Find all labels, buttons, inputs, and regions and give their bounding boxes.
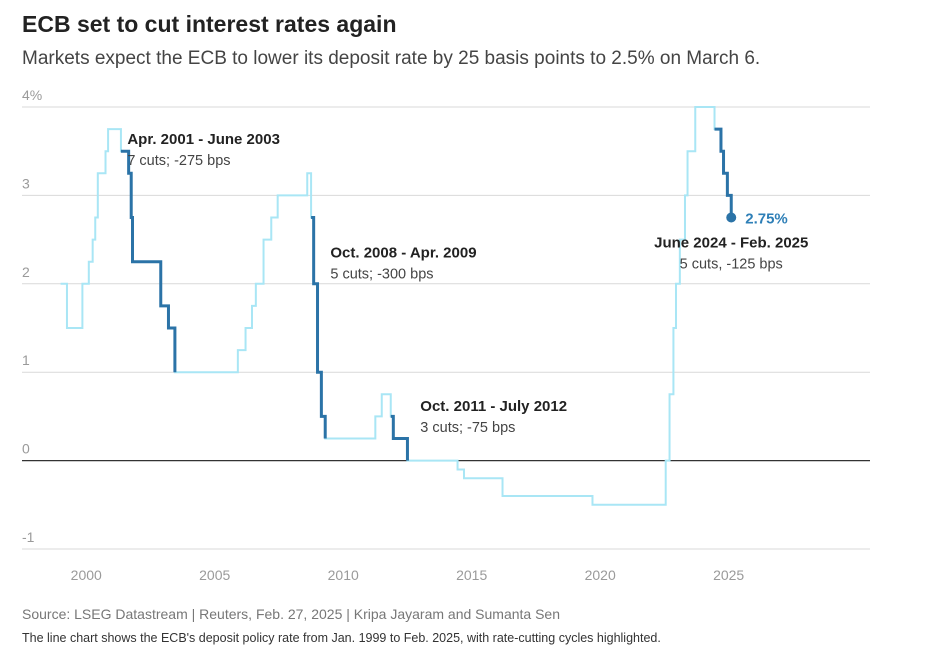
- series-lines: [60, 106, 737, 506]
- x-tick-label: 2015: [456, 567, 487, 583]
- cut-cycle-title: June 2024 - Feb. 2025: [654, 235, 808, 252]
- cut-cycle-detail: 7 cuts; -275 bps: [127, 153, 230, 169]
- x-tick-label: 2025: [713, 567, 744, 583]
- x-axis-ticks: 2000 2005 2010 2015 2020 2025: [71, 567, 745, 583]
- x-tick-label: 2020: [585, 567, 616, 583]
- cut-cycle-detail: 3 cuts; -75 bps: [420, 420, 515, 436]
- cut-cycle-detail: 5 cuts; -300 bps: [330, 266, 433, 282]
- annotations: Apr. 2001 - June 2003 7 cuts; -275 bps Oct…: [127, 131, 808, 436]
- chart-note: The line chart shows the ECB's deposit p…: [22, 631, 661, 645]
- cut-cycle-line: [311, 216, 327, 439]
- cut-cycle-line: [120, 149, 177, 373]
- y-tick-label: 2: [22, 264, 30, 280]
- deposit-rate-chart: 4% 3 2 1 0 -1 2000 2005 2010 2015 2020 2025 Apr. 2…: [22, 87, 870, 583]
- x-tick-label: 2000: [71, 567, 102, 583]
- y-tick-label: 3: [22, 175, 30, 191]
- source-credit: Source: LSEG Datastream | Reuters, Feb. …: [22, 606, 560, 622]
- cut-cycle-detail: 5 cuts, -125 bps: [680, 257, 783, 273]
- grid-layer: [22, 106, 870, 550]
- chart-subtitle: Markets expect the ECB to lower its depo…: [22, 48, 761, 69]
- end-point-marker: [726, 212, 737, 223]
- y-axis-ticks: 4% 3 2 1 0 -1: [22, 87, 42, 545]
- cut-cycle-title: Apr. 2001 - June 2003: [127, 131, 280, 148]
- y-tick-label: 1: [22, 352, 30, 368]
- end-point-label: 2.75%: [745, 211, 788, 228]
- cut-cycle-title: Oct. 2008 - Apr. 2009: [330, 244, 476, 261]
- y-tick-label: 4%: [22, 87, 42, 103]
- x-tick-label: 2005: [199, 567, 230, 583]
- cut-cycle-line: [714, 127, 733, 218]
- cut-cycle-line: [390, 414, 409, 461]
- y-tick-label: -1: [22, 529, 35, 545]
- x-tick-label: 2010: [328, 567, 359, 583]
- y-tick-label: 0: [22, 441, 30, 457]
- cut-cycle-title: Oct. 2011 - July 2012: [420, 398, 567, 415]
- chart-title: ECB set to cut interest rates again: [22, 11, 397, 37]
